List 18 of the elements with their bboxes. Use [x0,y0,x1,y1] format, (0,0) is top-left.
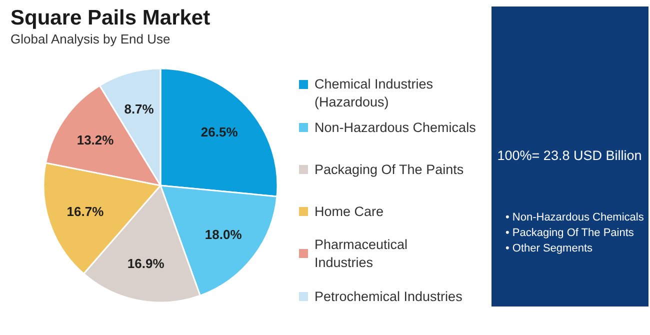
data-label: 26.5% [200,124,238,140]
legend-label: Packaging Of The Paints [314,162,464,177]
data-label: 8.7% [124,101,154,116]
legend-label: Petrochemical Industries [314,289,463,304]
data-label: 13.2% [76,132,114,148]
text: • Packaging Of The Paints [506,227,634,239]
chart-subtitle: Global Analysis by End Use [10,32,170,46]
legend-label: Non-Hazardous Chemicals [314,120,476,135]
chart-title: Square Pails Market [10,6,210,30]
text: • Non-Hazardous Chemicals [506,212,644,224]
data-label: 16.9% [127,256,165,272]
legend-label: Chemical Industries (Hazardous) [314,76,434,110]
text: • Other Segments [506,242,593,254]
legend-label: Home Care [314,204,384,219]
data-label: 18.0% [204,226,242,242]
text: 100%= 23.8 USD Billion [497,148,642,163]
data-label: 16.7% [66,204,104,219]
legend-label: Pharmaceutical Industries [314,237,408,270]
